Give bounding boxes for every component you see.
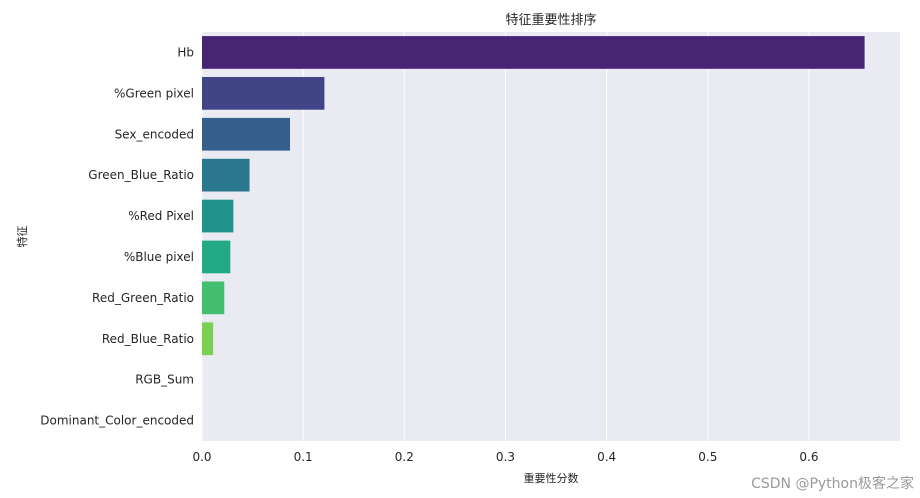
x-axis-title: 重要性分数 — [524, 471, 579, 485]
y-tick-label: Red_Blue_Ratio — [102, 332, 194, 346]
x-tick-label: 0.4 — [597, 450, 616, 464]
x-tick-label: 0.6 — [799, 450, 818, 464]
bar — [202, 240, 231, 274]
y-axis-title: 特征 — [15, 226, 29, 248]
x-tick-label: 0.1 — [294, 450, 313, 464]
watermark: CSDN @Python极客之家 — [751, 475, 914, 492]
y-tick-label: RGB_Sum — [135, 373, 194, 387]
bar — [202, 117, 291, 151]
bar — [202, 322, 214, 356]
bar — [202, 199, 234, 233]
y-tick-label: Green_Blue_Ratio — [88, 168, 194, 182]
x-tick-label: 0.0 — [192, 450, 211, 464]
bar — [202, 76, 325, 110]
x-tick-label: 0.2 — [395, 450, 414, 464]
x-tick-labels: 0.0 0.1 0.2 0.3 0.4 0.5 0.6 — [192, 450, 818, 464]
y-tick-label: Dominant_Color_encoded — [40, 414, 194, 428]
chart-title: 特征重要性排序 — [505, 12, 596, 28]
x-tick-label: 0.3 — [496, 450, 515, 464]
bars — [202, 36, 865, 356]
bar — [202, 36, 865, 69]
bar — [202, 281, 225, 315]
y-tick-label: Red_Green_Ratio — [92, 291, 194, 305]
y-tick-label: %Red Pixel — [128, 209, 194, 223]
y-tick-label: %Green pixel — [114, 86, 194, 100]
y-tick-label: Hb — [177, 45, 194, 59]
y-tick-labels: Hb %Green pixel Sex_encoded Green_Blue_Rati… — [40, 45, 194, 427]
y-tick-label: %Blue pixel — [124, 250, 194, 264]
y-tick-label: Sex_encoded — [115, 127, 194, 141]
x-tick-label: 0.5 — [698, 450, 717, 464]
bar — [202, 158, 250, 192]
